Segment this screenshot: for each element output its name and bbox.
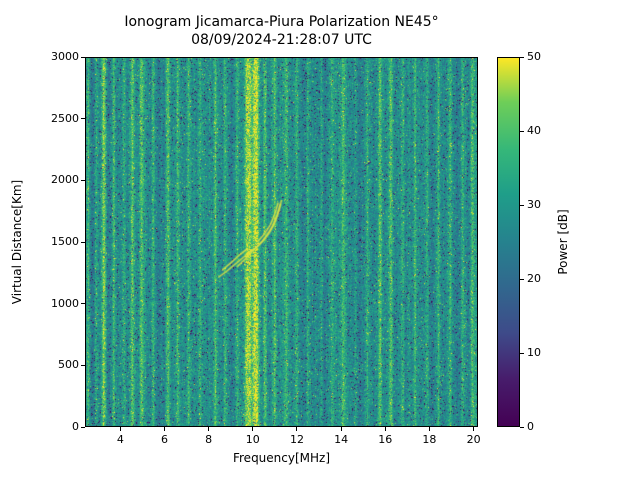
colorbar-tick-label: 10: [527, 346, 541, 359]
colorbar-label: Power [dB]: [556, 209, 570, 275]
chart-subtitle: 08/09/2024-21:28:07 UTC: [191, 32, 372, 48]
x-tick-label: 10: [245, 433, 260, 446]
y-tick-label: 3000: [51, 50, 79, 63]
y-tick-mark: [81, 303, 85, 305]
colorbar-tick-mark: [520, 426, 524, 428]
colorbar-tick-label: 0: [527, 420, 534, 433]
x-tick-label: 18: [422, 433, 437, 446]
colorbar-tick-mark: [520, 130, 524, 132]
x-tick-label: 6: [160, 433, 168, 446]
colorbar: [497, 57, 520, 427]
y-tick-mark: [81, 179, 85, 181]
y-tick-mark: [81, 364, 85, 366]
y-tick-label: 2500: [51, 111, 79, 125]
colorbar-tick-label: 20: [527, 272, 541, 285]
x-tick-mark: [473, 427, 475, 431]
colorbar-tick-mark: [520, 278, 524, 280]
x-tick-label: 14: [334, 433, 349, 446]
x-tick-mark: [296, 427, 298, 431]
x-tick-mark: [208, 427, 210, 431]
colorbar-tick-label: 50: [527, 50, 541, 63]
colorbar-tick-mark: [520, 204, 524, 206]
x-tick-label: 4: [116, 433, 124, 446]
y-tick-label: 500: [58, 358, 79, 372]
y-tick-mark: [81, 56, 85, 58]
x-tick-mark: [384, 427, 386, 431]
y-tick-mark: [81, 426, 85, 428]
x-tick-mark: [252, 427, 254, 431]
y-tick-label: 2000: [51, 173, 79, 187]
x-tick-label: 12: [289, 433, 304, 446]
y-tick-mark: [81, 118, 85, 120]
ionogram-heatmap: [85, 57, 478, 427]
y-tick-mark: [81, 241, 85, 243]
x-tick-label: 20: [466, 433, 481, 446]
colorbar-tick-mark: [520, 352, 524, 354]
colorbar-tick-label: 40: [527, 124, 541, 137]
x-tick-mark: [340, 427, 342, 431]
y-tick-label: 1500: [51, 235, 79, 248]
chart-title: Ionogram Jicamarca-Piura Polarization NE…: [124, 14, 439, 30]
y-axis-label: Virtual Distance[Km]: [10, 179, 24, 305]
x-tick-label: 8: [205, 433, 213, 446]
y-tick-label: 1000: [51, 296, 79, 310]
x-tick-mark: [163, 427, 165, 431]
x-tick-label: 16: [378, 433, 393, 446]
colorbar-tick-mark: [520, 56, 524, 58]
x-tick-mark: [428, 427, 430, 431]
y-tick-label: 0: [72, 420, 79, 433]
colorbar-tick-label: 30: [527, 198, 541, 211]
x-axis-label: Frequency[MHz]: [232, 451, 331, 465]
x-tick-mark: [119, 427, 121, 431]
